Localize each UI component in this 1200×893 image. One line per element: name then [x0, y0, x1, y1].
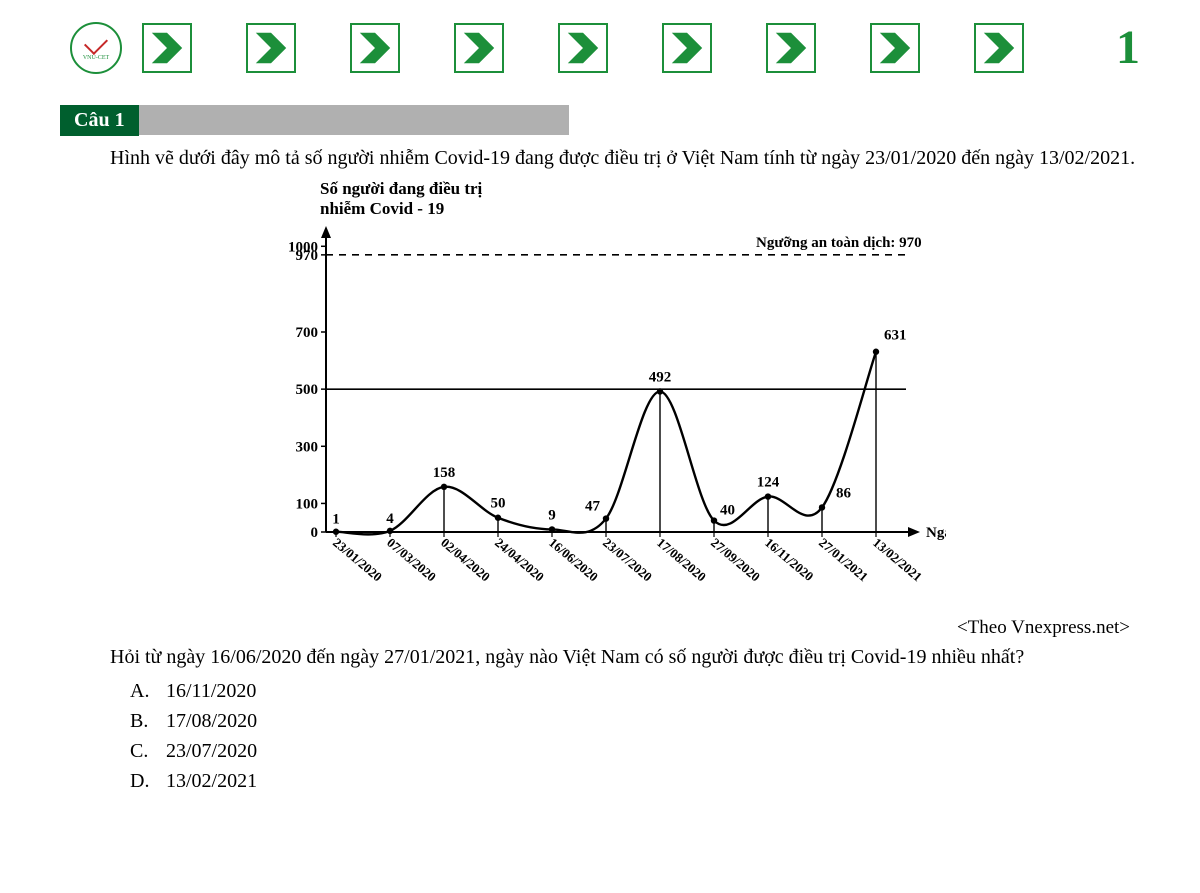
- option-letter: C.: [130, 736, 152, 766]
- svg-text:0: 0: [311, 525, 319, 541]
- svg-text:1: 1: [332, 511, 340, 527]
- chevron-icon: [662, 23, 712, 73]
- chevron-icon: [766, 23, 816, 73]
- chart-container: Số người đang điều trị nhiễm Covid - 19 …: [240, 179, 960, 617]
- question-header: Câu 1: [60, 105, 1140, 136]
- chart-title: Số người đang điều trị nhiễm Covid - 19: [320, 179, 960, 220]
- page-number: 1: [1116, 20, 1140, 75]
- svg-text:40: 40: [720, 502, 735, 518]
- svg-text:Ngưỡng an toàn dịch: 970: Ngưỡng an toàn dịch: 970: [756, 235, 922, 251]
- svg-text:13/02/2021: 13/02/2021: [870, 535, 925, 585]
- svg-text:23/07/2020: 23/07/2020: [600, 535, 655, 585]
- option-letter: A.: [130, 676, 152, 706]
- chevron-icon: [350, 23, 400, 73]
- logo-text: VNU-CET: [83, 55, 109, 61]
- svg-text:16/11/2020: 16/11/2020: [762, 535, 816, 584]
- chevron-icon: [454, 23, 504, 73]
- svg-text:27/01/2021: 27/01/2021: [816, 535, 871, 585]
- svg-text:Ngày: Ngày: [926, 525, 946, 541]
- chevron-icon: [974, 23, 1024, 73]
- svg-text:47: 47: [585, 498, 601, 514]
- answer-option[interactable]: D. 13/02/2021: [130, 766, 1140, 796]
- chevron-icon: [246, 23, 296, 73]
- chevron-icon: [142, 23, 192, 73]
- chevron-icon: [558, 23, 608, 73]
- question-badge: Câu 1: [60, 105, 139, 136]
- option-letter: D.: [130, 766, 152, 796]
- svg-text:9: 9: [548, 507, 556, 523]
- question-bar: [139, 105, 569, 135]
- covid-line-chart: Ngày01003005007009701000Ngưỡng an toàn d…: [240, 222, 946, 612]
- option-text: 17/08/2020: [166, 706, 257, 736]
- svg-text:1000: 1000: [288, 239, 318, 255]
- svg-text:27/09/2020: 27/09/2020: [708, 535, 763, 585]
- option-text: 13/02/2021: [166, 766, 257, 796]
- svg-text:86: 86: [836, 485, 852, 501]
- option-text: 16/11/2020: [166, 676, 256, 706]
- svg-text:300: 300: [296, 439, 319, 455]
- svg-text:02/04/2020: 02/04/2020: [438, 535, 493, 585]
- chart-title-line2: nhiễm Covid - 19: [320, 199, 444, 218]
- svg-text:500: 500: [296, 382, 319, 398]
- page-header: VNU-CET 1: [70, 20, 1140, 75]
- svg-text:4: 4: [386, 511, 394, 527]
- svg-text:631: 631: [884, 327, 907, 343]
- svg-text:23/01/2020: 23/01/2020: [330, 535, 385, 585]
- answer-option[interactable]: B. 17/08/2020: [130, 706, 1140, 736]
- svg-text:24/04/2020: 24/04/2020: [492, 535, 547, 585]
- answer-option[interactable]: C. 23/07/2020: [130, 736, 1140, 766]
- chevron-icon: [870, 23, 920, 73]
- chart-source: <Theo Vnexpress.net>: [60, 617, 1130, 639]
- svg-text:50: 50: [491, 495, 506, 511]
- svg-text:17/08/2020: 17/08/2020: [654, 535, 709, 585]
- question-prompt: Hỏi từ ngày 16/06/2020 đến ngày 27/01/20…: [60, 643, 1140, 672]
- logo: VNU-CET: [70, 22, 122, 74]
- answer-options: A. 16/11/2020 B. 17/08/2020 C. 23/07/2020 D. 13…: [130, 676, 1140, 796]
- svg-text:158: 158: [433, 465, 456, 481]
- svg-text:16/06/2020: 16/06/2020: [546, 535, 601, 585]
- chevron-row: [142, 23, 1086, 73]
- svg-text:124: 124: [757, 474, 780, 490]
- svg-text:07/03/2020: 07/03/2020: [384, 535, 439, 585]
- chart-title-line1: Số người đang điều trị: [320, 179, 482, 198]
- answer-option[interactable]: A. 16/11/2020: [130, 676, 1140, 706]
- question-intro: Hình vẽ dưới đây mô tả số người nhiễm Co…: [60, 144, 1140, 173]
- svg-text:700: 700: [296, 325, 319, 341]
- svg-text:100: 100: [296, 496, 319, 512]
- option-letter: B.: [130, 706, 152, 736]
- svg-text:492: 492: [649, 369, 672, 385]
- option-text: 23/07/2020: [166, 736, 257, 766]
